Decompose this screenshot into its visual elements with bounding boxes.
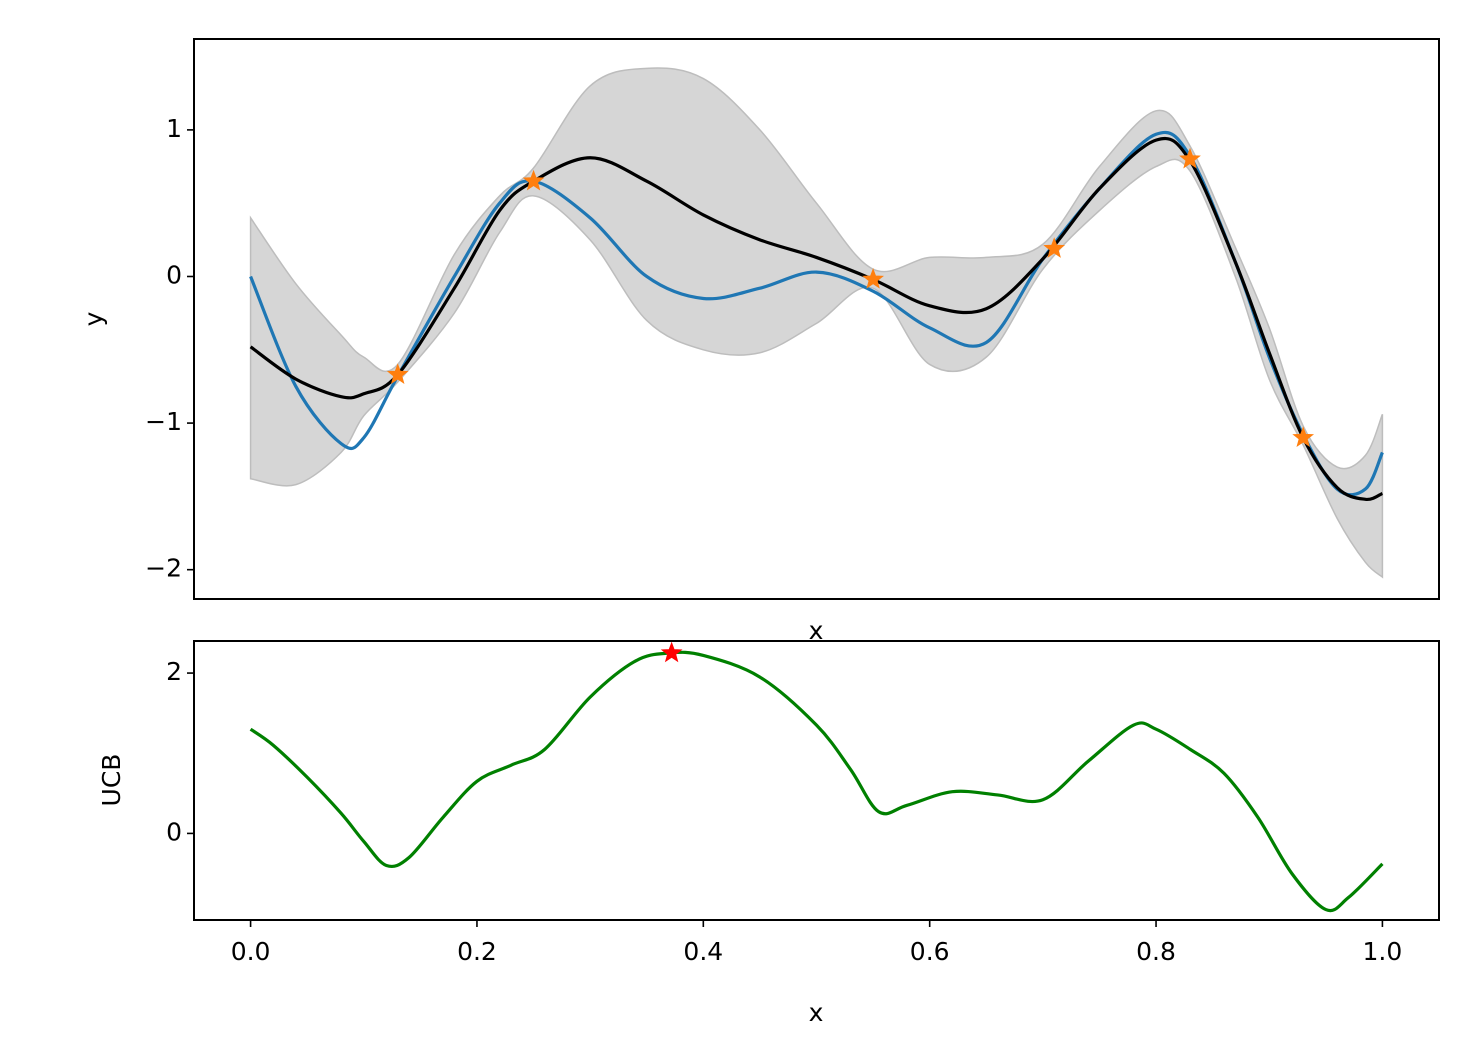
posterior-y-ticks: −2 −1 0 1 bbox=[145, 114, 194, 583]
x-tick-label: 0.2 bbox=[457, 937, 497, 966]
x-tick-label: 0.0 bbox=[231, 937, 271, 966]
posterior-mean-line bbox=[249, 136, 1384, 501]
observation-marker bbox=[1179, 147, 1201, 169]
y-tick-label: −2 bbox=[145, 554, 182, 583]
posterior-plot-area bbox=[249, 67, 1384, 579]
y-axis-label: y bbox=[79, 311, 108, 326]
acquisition-x-axis-label: x bbox=[809, 998, 824, 1027]
observation-marker bbox=[862, 267, 884, 289]
posterior-x-axis-label: x bbox=[809, 616, 824, 645]
observation-marker bbox=[386, 363, 409, 384]
x-tick-label: 0.6 bbox=[910, 937, 950, 966]
y-tick-label: 0 bbox=[166, 260, 182, 289]
x-tick-label: 0.8 bbox=[1136, 937, 1176, 966]
acquisition-y-ticks: 02 bbox=[166, 657, 194, 846]
x-tick-label: 1.0 bbox=[1363, 937, 1403, 966]
acquisition-x-ticks: 0.0 0.2 0.4 0.6 0.8 1.0 bbox=[231, 920, 1403, 966]
observation-marker bbox=[522, 169, 545, 191]
acquisition-plot-area bbox=[249, 641, 1384, 913]
y-tick-label: 0 bbox=[166, 817, 182, 846]
confidence-band bbox=[249, 67, 1384, 579]
acquisition-panel: 02 0.0 0.2 0.4 0.6 0.8 1.0 UCB x bbox=[97, 640, 1440, 1027]
ucb-axis-label: UCB bbox=[97, 754, 126, 807]
acquisition-axes-frame bbox=[193, 640, 1440, 921]
posterior-panel: −2 −1 0 1 y x bbox=[79, 38, 1440, 645]
posterior-axes-frame bbox=[193, 38, 1440, 600]
observation-marker bbox=[1292, 426, 1315, 447]
y-tick-label: 1 bbox=[166, 114, 182, 143]
x-tick-label: 0.4 bbox=[683, 937, 723, 966]
observation-marker bbox=[1043, 237, 1066, 258]
ucb-max-marker bbox=[660, 641, 683, 663]
y-tick-label: 2 bbox=[166, 657, 182, 686]
y-tick-label: −1 bbox=[145, 407, 182, 436]
ucb-line bbox=[249, 650, 1384, 913]
